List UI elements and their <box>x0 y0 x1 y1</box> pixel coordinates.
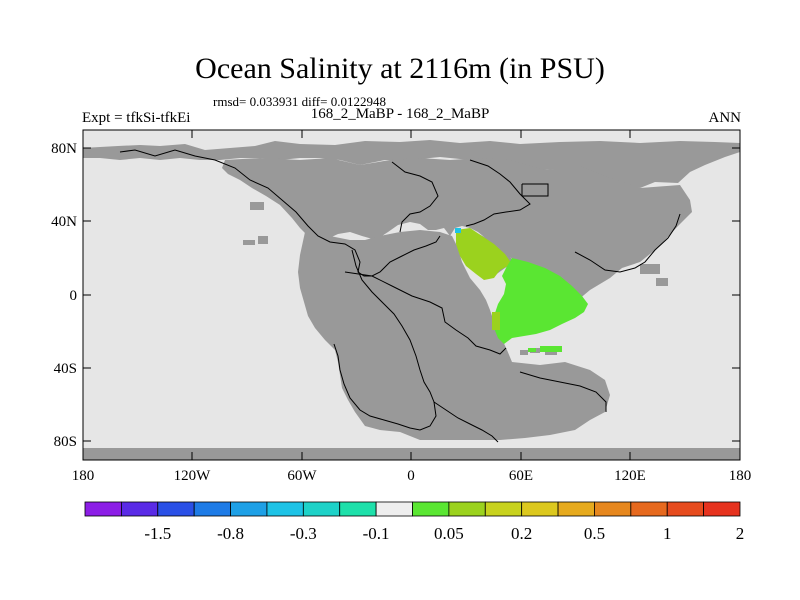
colorbar-label-7: 1 <box>663 524 672 543</box>
laurasia-land <box>222 158 692 300</box>
season-label: ANN <box>708 110 742 126</box>
colorbar-box-11 <box>484 501 523 517</box>
coastline-8 <box>465 159 531 227</box>
land-layer <box>83 140 740 460</box>
island-8 <box>520 350 528 355</box>
gondwana-land <box>298 230 610 440</box>
period-label: 168_2_MaBP - 168_2_MaBP <box>310 106 490 122</box>
small-green-patch-1 <box>540 346 562 352</box>
colorbar-label-6: 0.5 <box>584 524 605 543</box>
colorbar-box-17 <box>703 501 741 517</box>
small-green-patch-2 <box>528 348 536 352</box>
lat-axis <box>83 147 740 442</box>
colorbar-box-7 <box>339 501 377 517</box>
lat-label-0: 0 <box>70 288 78 304</box>
stats-label: rmsd= 0.033931 diff= 0.0122948 <box>213 94 386 109</box>
colorbar-box-9 <box>412 501 450 517</box>
small-green-strip <box>492 312 500 330</box>
lon-label-180w: 180 <box>72 468 95 484</box>
lon-label-120w: 120W <box>174 468 212 484</box>
coastline-1 <box>119 149 441 277</box>
coastline-layer <box>119 149 681 443</box>
colorbar-box-8 <box>375 501 413 517</box>
lat-label-80s: 80S <box>54 434 77 450</box>
map-title: Ocean Salinity at 2116m (in PSU) <box>195 52 605 85</box>
colorbar-labels: -1.5 -0.8 -0.3 -0.1 0.05 0.2 0.5 1 2 <box>144 524 744 543</box>
colorbar-label-4: 0.05 <box>434 524 464 543</box>
lat-label-40s: 40S <box>54 361 77 377</box>
coastline-5 <box>391 161 439 233</box>
colorbar-box-4 <box>230 501 268 517</box>
colorbar-box-16 <box>666 501 705 517</box>
colorbar-box-6 <box>302 501 341 517</box>
lat-label-80n: 80N <box>51 141 77 157</box>
colorbar-label-2: -0.3 <box>290 524 317 543</box>
island-2 <box>258 236 268 244</box>
colorbar-box-1 <box>120 501 159 517</box>
colorbar-label-5: 0.2 <box>511 524 532 543</box>
colorbar-label-8: 2 <box>736 524 745 543</box>
colorbar-box-12 <box>521 501 559 517</box>
small-cyan-patch <box>455 228 461 233</box>
colorbar-box-2 <box>157 501 195 517</box>
coastline-2 <box>344 271 507 355</box>
coastline-7 <box>574 213 681 273</box>
experiment-label: Expt = tfkSi-tfkEi <box>82 110 191 126</box>
coastline-3 <box>333 249 437 431</box>
lon-label-60e: 60E <box>509 468 533 484</box>
lat-label-40n: 40N <box>51 214 77 230</box>
colorbar-box-13 <box>557 501 595 517</box>
colorbar <box>84 501 741 517</box>
lon-label-60w: 60W <box>287 468 317 484</box>
island-7 <box>545 350 557 355</box>
indian-ocean-region <box>494 258 588 344</box>
island-1 <box>243 240 255 245</box>
north-polar-land <box>83 140 740 188</box>
island-3 <box>250 202 264 210</box>
colorbar-box-0 <box>84 501 122 517</box>
coastline-6 <box>521 183 549 197</box>
lon-label-0: 0 <box>407 468 415 484</box>
lon-label-120e: 120E <box>614 468 646 484</box>
colorbar-box-3 <box>193 501 231 517</box>
island-4 <box>640 264 660 274</box>
colorbar-box-15 <box>630 501 668 517</box>
colorbar-box-10 <box>448 501 486 517</box>
arabian-region <box>456 228 512 280</box>
colorbar-label-0: -1.5 <box>144 524 171 543</box>
colorbar-label-3: -0.1 <box>363 524 390 543</box>
lat-labels: 80N 40N 0 40S 80S <box>51 141 77 450</box>
lon-axis <box>82 130 741 460</box>
anomaly-layer <box>455 228 588 352</box>
colorbar-box-14 <box>594 501 632 517</box>
colorbar-label-1: -0.8 <box>217 524 244 543</box>
coastline-4 <box>433 401 499 443</box>
coastline-9 <box>519 371 607 412</box>
island-5 <box>656 278 668 286</box>
lon-labels: 180 120W 60W 0 60E 120E 180 <box>72 468 752 484</box>
colorbar-box-5 <box>266 501 304 517</box>
lon-label-180e: 180 <box>729 468 752 484</box>
